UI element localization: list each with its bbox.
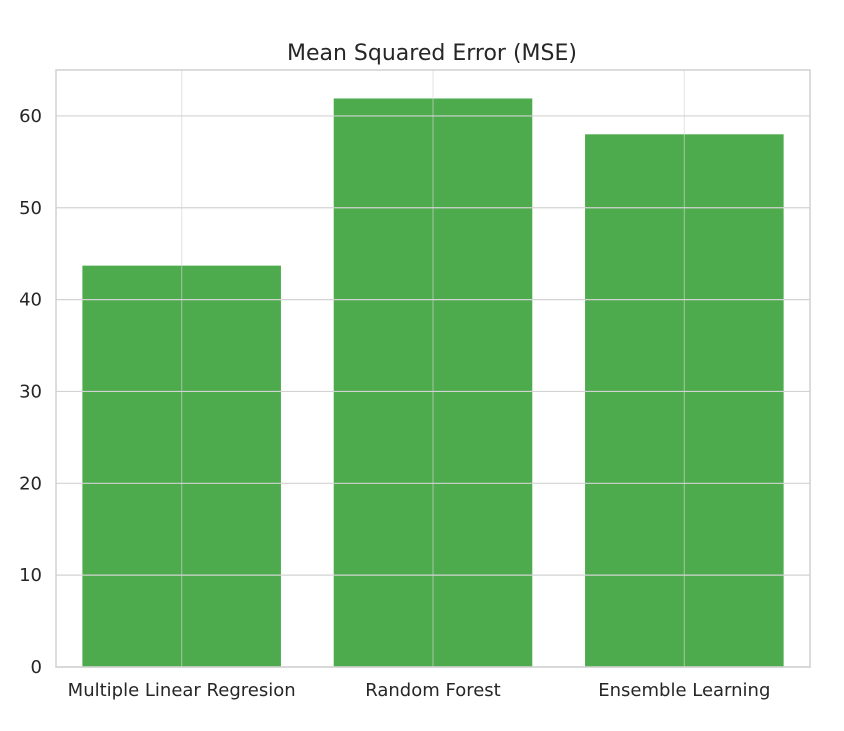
grid-layer xyxy=(56,70,810,668)
x-tick-label: Multiple Linear Regresion xyxy=(68,680,296,701)
y-tick-label: 0 xyxy=(31,657,42,678)
tick-layer: 0 10 20 30 40 50 60 Multiple Linear Regresion Ra… xyxy=(19,106,770,701)
chart-title: Mean Squared Error (MSE) xyxy=(287,41,577,66)
y-tick-label: 40 xyxy=(19,290,42,311)
x-tick-label: Random Forest xyxy=(365,680,500,701)
y-tick-label: 20 xyxy=(19,473,42,494)
x-tick-label: Ensemble Learning xyxy=(598,680,770,701)
y-tick-label: 60 xyxy=(19,106,42,127)
plot-frame xyxy=(55,69,811,668)
y-tick-label: 30 xyxy=(19,381,42,402)
y-tick-label: 50 xyxy=(19,198,42,219)
y-tick-label: 10 xyxy=(19,565,42,586)
